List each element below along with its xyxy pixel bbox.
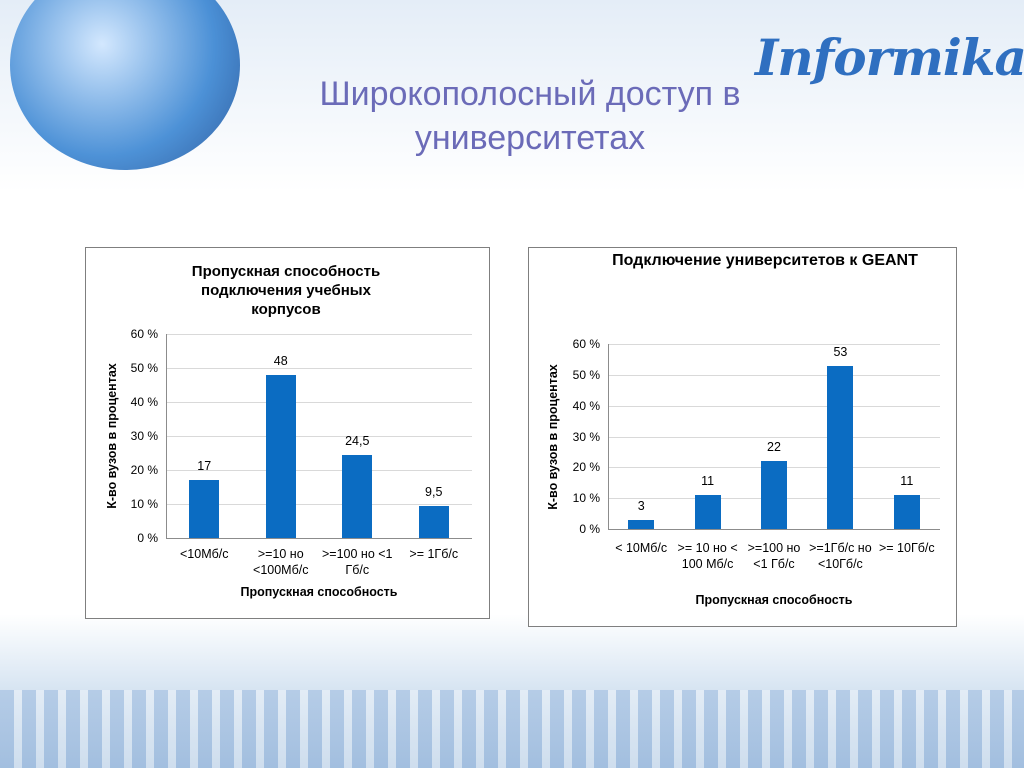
grid-line	[608, 374, 940, 376]
grid-line	[166, 368, 472, 369]
y-tick-label: 50 %	[572, 367, 600, 382]
data-label: 24,5	[345, 433, 370, 448]
chart-title: Подключение университетов к GEANT	[612, 252, 918, 269]
x-axis-label: Пропускная способность	[240, 585, 398, 599]
y-tick-label: 30 %	[572, 429, 600, 444]
bar	[827, 365, 854, 529]
y-tick-label: 50 %	[130, 361, 158, 375]
data-label: 11	[701, 474, 715, 489]
y-tick-label: 40 %	[130, 395, 158, 409]
data-label: 11	[900, 474, 914, 489]
x-tick-label: >= 1Гб/с	[409, 547, 459, 561]
y-tick-label: 20 %	[130, 463, 158, 477]
y-tick-label: 20 %	[572, 460, 600, 475]
x-tick-label: >= 10 но < 100 Мб/с	[677, 541, 738, 571]
y-axis-label: К-во вузов в процентах	[546, 363, 560, 510]
y-axis	[166, 334, 167, 538]
grid-line	[166, 334, 472, 335]
bar	[189, 480, 220, 538]
grid-line	[166, 436, 472, 437]
x-tick-label: <10Мб/с	[180, 547, 229, 561]
y-axis-label: К-во вузов в процентах	[105, 363, 119, 509]
bar	[418, 505, 449, 538]
data-label: 17	[197, 459, 212, 474]
data-label: 22	[767, 440, 781, 455]
chart-title: Пропускная способность подключения учебн…	[191, 263, 381, 318]
logo: Informika	[755, 28, 1024, 87]
bottom-decoration	[0, 690, 1024, 768]
grid-line	[166, 470, 472, 471]
y-tick-label: 30 %	[130, 429, 158, 443]
x-tick-label: >=100 но <1 Гб/с	[747, 541, 801, 571]
y-tick-label: 60 %	[572, 337, 600, 351]
y-tick-label: 10 %	[130, 497, 158, 511]
data-label: 48	[273, 353, 288, 368]
y-tick-label: 0 %	[137, 531, 158, 545]
grid-line	[608, 436, 940, 438]
y-tick-label: 60 %	[130, 327, 158, 341]
x-axis-label: Пропускная способность	[695, 593, 853, 607]
x-tick-label: >=100 но <1 Гб/с	[321, 547, 393, 577]
x-tick-label: < 10Мб/с	[615, 541, 668, 555]
bar	[265, 374, 296, 538]
globe-decoration	[10, 0, 240, 170]
bar	[893, 495, 920, 529]
x-tick-label: >= 10Гб/с	[878, 541, 935, 555]
y-tick-label: 40 %	[572, 398, 600, 413]
y-tick-label: 0 %	[579, 522, 600, 536]
data-label: 53	[833, 344, 848, 359]
bar	[694, 495, 721, 529]
grid-line	[166, 402, 472, 403]
bar	[342, 454, 373, 538]
grid-line	[166, 504, 472, 505]
data-label: 3	[637, 498, 645, 513]
data-label: 9,5	[425, 484, 443, 499]
y-tick-label: 10 %	[572, 491, 600, 506]
x-tick-label: >=1Гб/с но <10Гб/с	[809, 541, 872, 571]
x-axis	[608, 529, 940, 530]
grid-line	[608, 344, 940, 345]
y-axis	[608, 344, 609, 529]
slide-title: Широкополосный доступ в университетах	[319, 75, 741, 157]
x-tick-label: >=10 но <100Мб/с	[253, 547, 309, 577]
grid-line	[608, 405, 940, 407]
bar	[761, 461, 787, 529]
x-axis	[166, 538, 472, 539]
bar	[628, 519, 655, 529]
